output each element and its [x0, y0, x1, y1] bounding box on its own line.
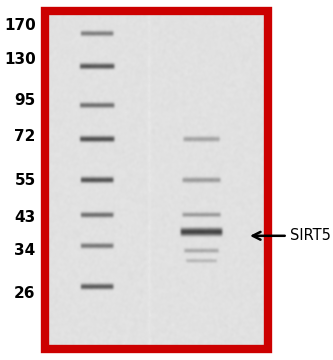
Text: 130: 130 [4, 52, 36, 67]
Text: 95: 95 [14, 93, 36, 108]
Text: 43: 43 [14, 210, 36, 225]
Text: 72: 72 [14, 129, 36, 144]
Text: 170: 170 [4, 18, 36, 33]
Bar [45, 11, 268, 349]
Bar [45, 11, 268, 349]
Text: 26: 26 [14, 286, 36, 301]
Text: 55: 55 [14, 172, 36, 188]
Text: 34: 34 [14, 243, 36, 258]
Text: SIRT5: SIRT5 [253, 228, 331, 243]
